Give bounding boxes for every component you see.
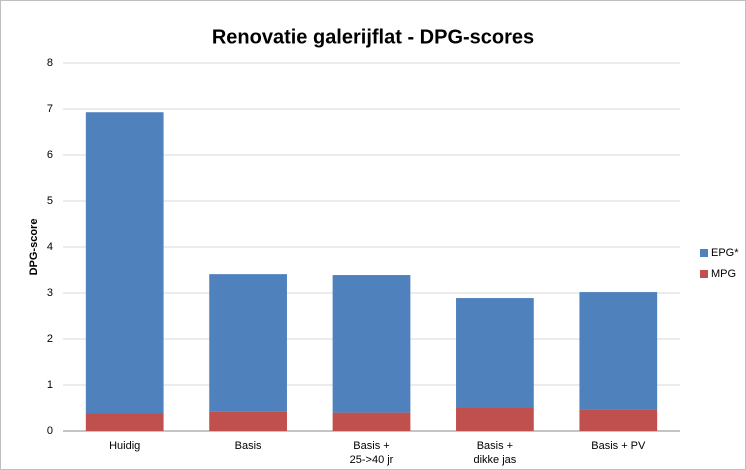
- bar-segment: [332, 412, 411, 431]
- bar-segment: [579, 409, 658, 431]
- legend-swatch: [700, 270, 708, 278]
- x-tick-label: Basis: [235, 440, 262, 452]
- chart-title: Renovatie galerijflat - DPG-scores: [212, 26, 534, 48]
- legend-swatch: [700, 249, 708, 257]
- y-tick-label: 8: [47, 57, 53, 69]
- legend-label: MPG: [711, 268, 736, 280]
- y-tick-label: 3: [47, 287, 53, 299]
- x-tick-label: Basis + PV: [591, 440, 646, 452]
- y-axis-label: DPG-score: [28, 219, 40, 276]
- y-tick-label: 6: [47, 149, 53, 161]
- y-tick-label: 7: [47, 103, 53, 115]
- bar-segment: [579, 292, 658, 410]
- y-tick-label: 4: [47, 241, 53, 253]
- bar-segment: [209, 411, 287, 431]
- bar-segment: [456, 298, 534, 408]
- bar-segment: [332, 275, 411, 413]
- y-tick-label: 2: [47, 333, 53, 345]
- bar-segment: [85, 413, 164, 431]
- bar-segment: [456, 407, 534, 431]
- y-tick-label: 5: [47, 195, 53, 207]
- x-tick-label: Basis + dikke jas: [474, 440, 517, 466]
- bar-segment: [85, 112, 164, 414]
- x-tick-label: Basis +25->40 jr: [350, 440, 394, 466]
- y-tick-label: 1: [47, 379, 53, 391]
- y-tick-label: 0: [47, 425, 53, 437]
- legend-label: EPG*: [711, 247, 739, 259]
- x-tick-label: Huidig: [109, 440, 140, 452]
- bar-segment: [209, 274, 287, 412]
